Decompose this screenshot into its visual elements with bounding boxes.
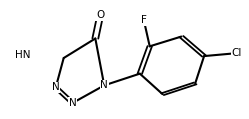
Text: O: O bbox=[96, 10, 104, 20]
Text: N: N bbox=[100, 80, 108, 90]
Text: HN: HN bbox=[15, 50, 31, 60]
Text: Cl: Cl bbox=[232, 48, 242, 58]
Text: N: N bbox=[52, 82, 60, 92]
Text: F: F bbox=[141, 15, 147, 25]
Text: N: N bbox=[69, 98, 76, 108]
